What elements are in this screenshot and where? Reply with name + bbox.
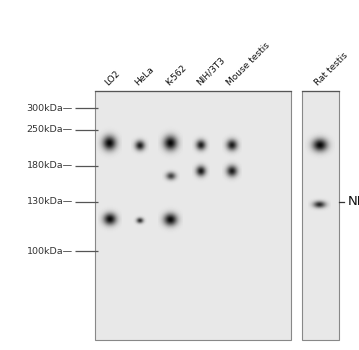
Text: 300kDa—: 300kDa— <box>27 104 73 113</box>
Text: HeLa: HeLa <box>134 65 156 88</box>
Text: Rat testis: Rat testis <box>313 51 350 88</box>
Text: Mouse testis: Mouse testis <box>225 41 272 88</box>
Text: K-562: K-562 <box>164 63 188 88</box>
Text: 100kDa—: 100kDa— <box>27 247 73 256</box>
Text: LO2: LO2 <box>103 69 122 88</box>
Text: NIH/3T3: NIH/3T3 <box>195 56 227 88</box>
Text: 250kDa—: 250kDa— <box>27 125 73 134</box>
Bar <box>302 91 339 340</box>
Text: 180kDa—: 180kDa— <box>27 161 73 170</box>
Bar <box>95 91 291 340</box>
Text: 130kDa—: 130kDa— <box>27 197 73 206</box>
Text: NRD1: NRD1 <box>348 195 359 208</box>
